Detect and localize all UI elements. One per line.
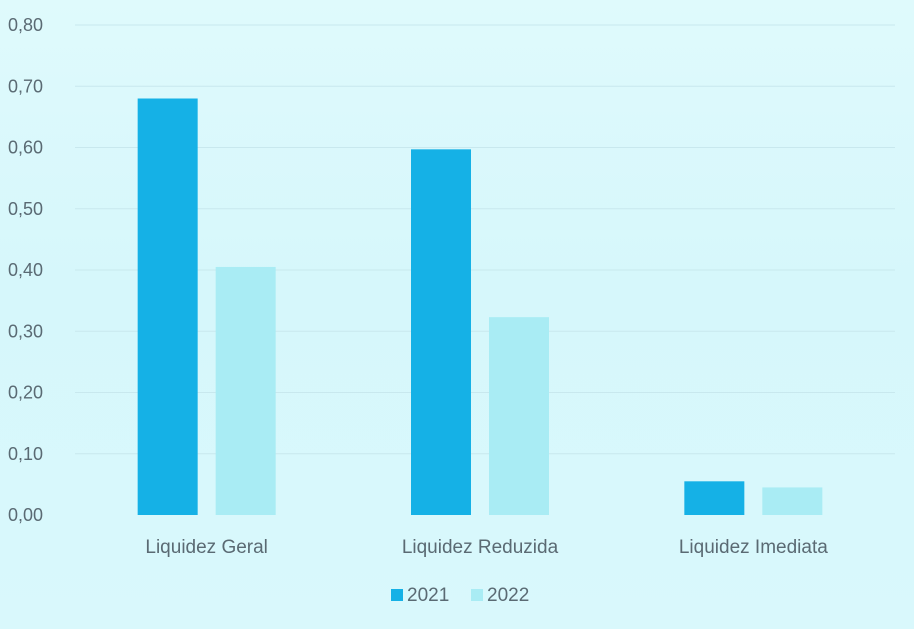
y-tick-label: 0,60 [8,138,43,158]
x-category-label: Liquidez Imediata [679,537,828,558]
y-tick-label: 0,30 [8,321,43,341]
legend-swatch-2022 [471,589,483,601]
bar-2022-2 [489,317,549,515]
legend-swatch-2021 [391,589,403,601]
bar-2021-2 [411,149,471,515]
gridlines [75,24,895,455]
legend-label-2022: 2022 [487,585,529,606]
y-axis-ticks: 0,00 0,10 0,20 0,30 0,40 0,50 0,60 0,70 0,80 [8,15,43,525]
y-tick-label: 0,50 [8,199,43,219]
x-category-label: Liquidez Reduzida [402,537,559,558]
y-tick-label: 0,80 [8,15,43,35]
bar-2022-3 [762,487,823,515]
bar-2021-3 [684,481,745,515]
y-tick-label: 0,20 [8,383,43,403]
legend: 2021 2022 [391,585,529,606]
bars [137,98,823,515]
y-tick-label: 0,40 [8,260,43,280]
y-tick-label: 0,00 [8,505,43,525]
legend-label-2021: 2021 [407,585,449,606]
x-axis-labels: Liquidez Geral Liquidez Reduzida Liquidez … [145,537,828,558]
bar-2021-1 [137,98,198,515]
x-category-label: Liquidez Geral [145,537,268,558]
y-tick-label: 0,70 [8,76,43,96]
y-tick-label: 0,10 [8,444,43,464]
bar-2022-1 [215,266,276,515]
